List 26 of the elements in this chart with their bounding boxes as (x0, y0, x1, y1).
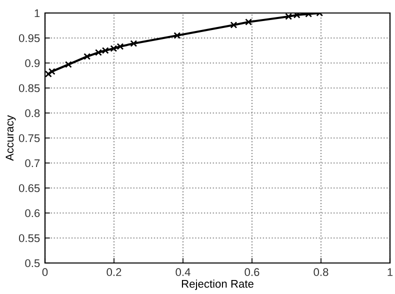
y-tick-label: 1 (34, 9, 40, 18)
x-axis-title: Rejection Rate (182, 280, 254, 290)
y-tick-label: 0.5 (25, 259, 40, 268)
y-tick-label: 0.75 (18, 134, 40, 142)
y-tick-label: 0.7 (25, 159, 40, 168)
point (230, 22, 238, 28)
x-tick-label: 0.2 (106, 268, 122, 276)
point (130, 40, 138, 47)
x-tick-label: 0 (42, 268, 48, 276)
point (45, 70, 52, 78)
y-tick-label: 0.9 (25, 59, 40, 68)
point (174, 32, 181, 39)
x-tick-label: 1 (388, 268, 393, 276)
x-tick-label: 0.6 (244, 268, 260, 276)
y-tick-label: 0.85 (18, 84, 40, 92)
y-tick-label: 0.65 (18, 184, 40, 192)
y-tick-label: 0.8 (25, 109, 40, 118)
y-axis-title: Accuracy (6, 115, 16, 161)
y-tick-label: 0.95 (18, 34, 40, 42)
x-tick-label: 0.4 (176, 268, 190, 276)
y-tick-label: 0.6 (25, 209, 40, 218)
x-tick-label: 0.8 (314, 268, 328, 276)
y-tick-label: 0.55 (18, 234, 40, 242)
point (84, 53, 91, 60)
point (245, 18, 252, 26)
point (64, 61, 72, 68)
